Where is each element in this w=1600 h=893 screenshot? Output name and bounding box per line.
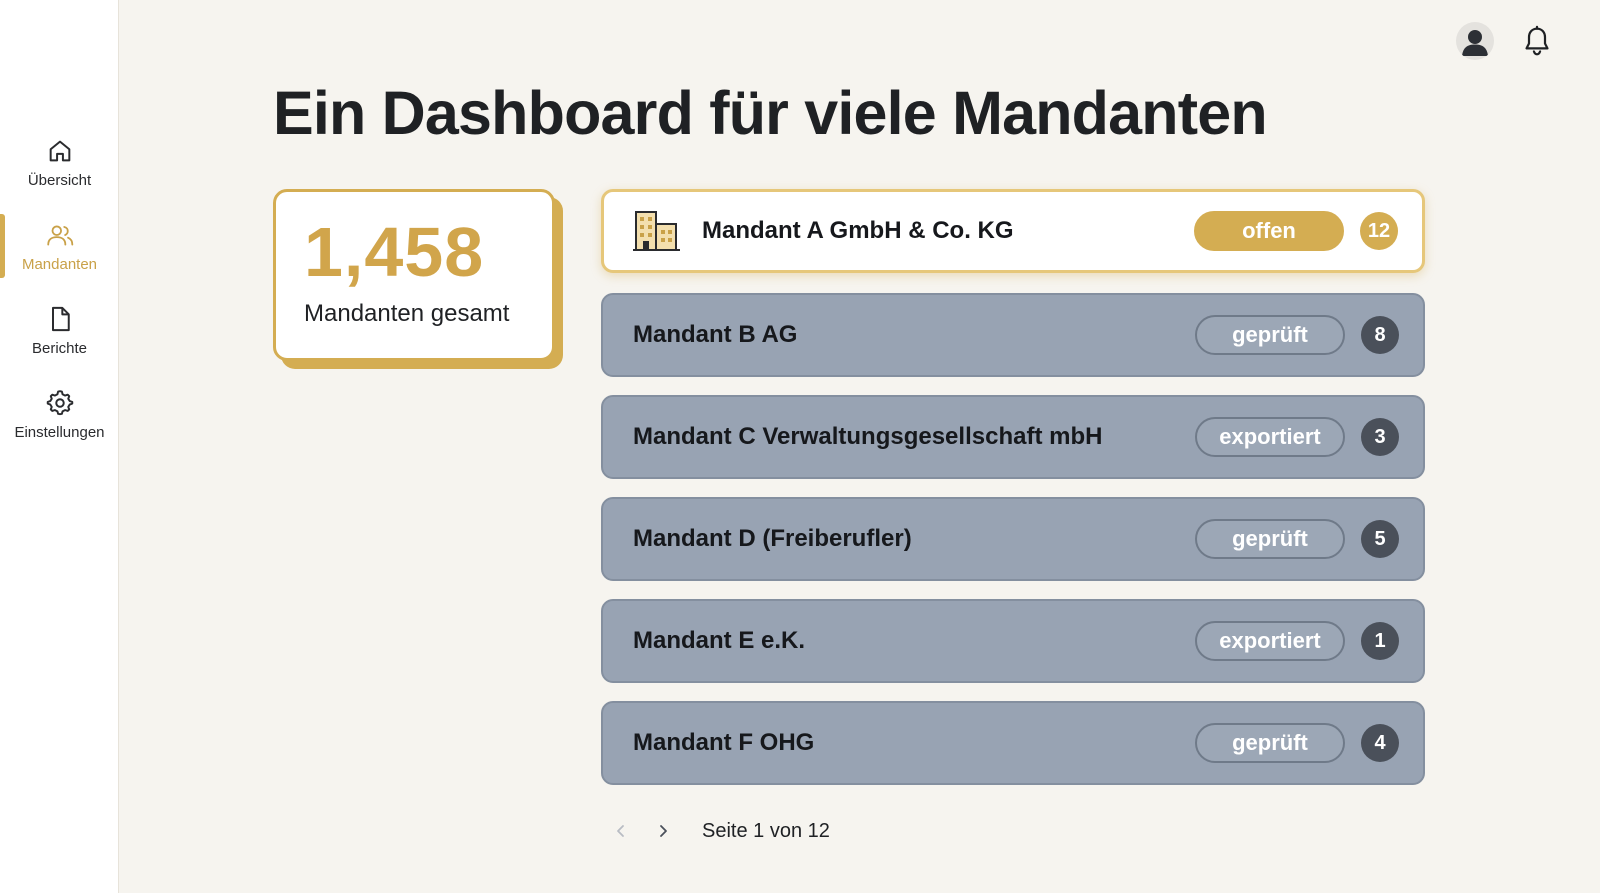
client-name: Mandant F OHG bbox=[633, 729, 815, 756]
document-icon bbox=[45, 304, 75, 334]
client-row[interactable]: Mandant A GmbH & Co. KG offen 12 bbox=[601, 189, 1425, 273]
status-badge: exportiert bbox=[1195, 621, 1345, 661]
total-clients-label: Mandanten gesamt bbox=[304, 300, 510, 327]
bell-icon[interactable] bbox=[1518, 22, 1556, 60]
next-page-button[interactable] bbox=[648, 816, 678, 846]
pagination-label: Seite 1 von 12 bbox=[702, 819, 830, 842]
sidebar-item-berichte[interactable]: Berichte bbox=[0, 292, 119, 368]
client-name: Mandant D (Freiberufler) bbox=[633, 525, 912, 552]
count-badge: 1 bbox=[1361, 622, 1399, 660]
page-title: Ein Dashboard für viele Mandanten bbox=[273, 79, 1268, 147]
status-badge: geprüft bbox=[1195, 723, 1345, 763]
pagination: Seite 1 von 12 bbox=[606, 816, 830, 846]
prev-page-button[interactable] bbox=[606, 816, 636, 846]
count-badge: 5 bbox=[1361, 520, 1399, 558]
home-icon bbox=[45, 136, 75, 166]
client-row[interactable]: Mandant B AG geprüft 8 bbox=[601, 293, 1425, 377]
status-badge: geprüft bbox=[1195, 315, 1345, 355]
sidebar-item-uebersicht[interactable]: Übersicht bbox=[0, 124, 119, 200]
total-clients-value: 1,458 bbox=[304, 213, 485, 291]
total-clients-card: 1,458 Mandanten gesamt bbox=[273, 189, 555, 361]
client-row[interactable]: Mandant E e.K. exportiert 1 bbox=[601, 599, 1425, 683]
sidebar-item-mandanten[interactable]: Mandanten bbox=[0, 208, 119, 284]
client-row[interactable]: Mandant D (Freiberufler) geprüft 5 bbox=[601, 497, 1425, 581]
client-name: Mandant A GmbH & Co. KG bbox=[702, 217, 1014, 244]
client-name: Mandant B AG bbox=[633, 321, 798, 348]
chevron-right-icon bbox=[660, 825, 667, 837]
count-badge: 12 bbox=[1360, 212, 1398, 250]
sidebar: Übersicht Mandanten Berichte bbox=[0, 0, 119, 893]
sidebar-item-einstellungen[interactable]: Einstellungen bbox=[0, 376, 119, 452]
status-badge: offen bbox=[1194, 211, 1344, 251]
count-badge: 3 bbox=[1361, 418, 1399, 456]
chevron-left-icon bbox=[617, 825, 624, 837]
count-badge: 8 bbox=[1361, 316, 1399, 354]
user-avatar-icon[interactable] bbox=[1456, 22, 1494, 60]
sidebar-item-label: Einstellungen bbox=[14, 423, 105, 441]
header-actions bbox=[1456, 22, 1556, 60]
sidebar-item-label: Berichte bbox=[31, 339, 88, 357]
building-icon bbox=[632, 209, 682, 253]
client-row[interactable]: Mandant C Verwaltungsgesellschaft mbH ex… bbox=[601, 395, 1425, 479]
status-badge: exportiert bbox=[1195, 417, 1345, 457]
users-icon bbox=[45, 220, 75, 250]
client-row[interactable]: Mandant F OHG geprüft 4 bbox=[601, 701, 1425, 785]
sidebar-item-label: Mandanten bbox=[21, 255, 98, 273]
status-badge: geprüft bbox=[1195, 519, 1345, 559]
client-name: Mandant E e.K. bbox=[633, 627, 806, 654]
count-badge: 4 bbox=[1361, 724, 1399, 762]
sidebar-item-label: Übersicht bbox=[27, 171, 92, 189]
gear-icon bbox=[45, 388, 75, 418]
client-name: Mandant C Verwaltungsgesellschaft mbH bbox=[633, 423, 1103, 450]
